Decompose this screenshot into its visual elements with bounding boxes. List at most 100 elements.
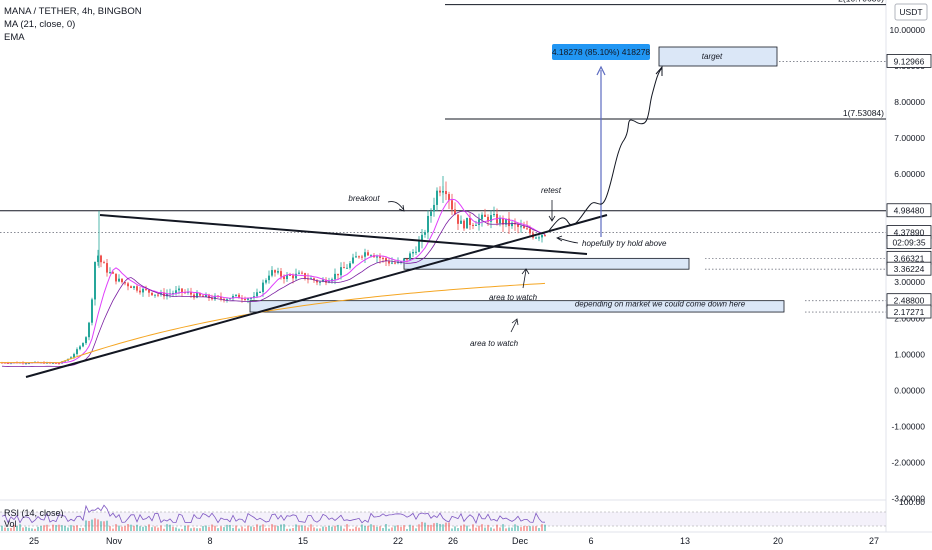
price-tag-label: 2.17271 — [894, 307, 925, 317]
volume-bar — [262, 524, 264, 531]
volume-bar — [208, 527, 210, 531]
volume-bar — [223, 527, 225, 531]
volume-bar — [169, 524, 171, 531]
candle-body — [97, 255, 99, 262]
candle-body — [58, 363, 60, 365]
candle-body — [445, 191, 447, 195]
volume-bar — [319, 528, 321, 531]
volume-bar — [52, 524, 54, 531]
fib-level-1-label: 1(7.53084) — [843, 108, 884, 118]
volume-bar — [481, 524, 483, 531]
volume-bar — [157, 527, 159, 531]
volume-bar — [73, 525, 75, 531]
ascending-trendline — [25, 214, 608, 378]
volume-bar — [478, 525, 480, 531]
candle-body — [124, 282, 126, 284]
volume-bar — [334, 525, 336, 531]
candle-body — [118, 278, 120, 282]
candle-body — [250, 298, 252, 300]
fib-level-2-label: 2(10.70639) — [838, 0, 884, 4]
volume-bar — [151, 527, 153, 531]
volume-bar — [199, 528, 201, 531]
candle-body — [376, 256, 378, 258]
ma-legend[interactable]: MA (21, close, 0) — [4, 19, 76, 30]
volume-bar — [412, 525, 414, 531]
ma-slow-line — [1, 210, 546, 367]
volume-bar — [214, 525, 216, 531]
volume-bar — [280, 524, 282, 531]
rsi-legend[interactable]: RSI (14, close) — [4, 508, 64, 518]
volume-bar — [490, 527, 492, 531]
candle-body — [298, 272, 300, 274]
volume-bar — [286, 528, 288, 531]
measure-label: 4.18278 (85.10%) 418278 — [552, 47, 651, 57]
volume-bar — [148, 524, 150, 531]
volume-bar — [19, 524, 21, 531]
volume-bar — [10, 528, 12, 531]
volume-bar — [532, 526, 534, 531]
volume-bar — [520, 527, 522, 531]
volume-bar — [7, 527, 9, 531]
volume-bar — [94, 518, 96, 531]
candle-body — [145, 288, 147, 290]
candle-body — [214, 295, 216, 300]
ema-legend[interactable]: EMA — [4, 32, 25, 43]
volume-bar — [469, 528, 471, 531]
time-tick-label: 26 — [448, 536, 458, 546]
volume-bar — [55, 525, 57, 531]
candle-body — [466, 217, 468, 229]
projected-path-arrowhead — [655, 65, 663, 76]
candle-body — [337, 273, 339, 276]
volume-bar — [268, 527, 270, 531]
vol-legend[interactable]: Vol — [4, 519, 17, 529]
candle-body — [283, 276, 285, 280]
volume-bar — [289, 528, 291, 531]
candle-body — [394, 262, 396, 264]
candle-body — [307, 278, 309, 280]
candle-body — [208, 294, 210, 299]
volume-bar — [271, 524, 273, 531]
price-tag-box — [886, 304, 932, 319]
ma-line — [1, 198, 546, 364]
volume-bar — [166, 524, 168, 531]
ema-line — [0, 282, 546, 364]
symbol-legend[interactable]: MANA / TETHER, 4h, BINGBON — [4, 6, 142, 17]
volume-bar — [115, 524, 117, 531]
candle-body — [352, 257, 354, 264]
volume-bar — [82, 527, 84, 531]
volume-bar — [304, 526, 306, 531]
price-tag-label: 3.36224 — [894, 264, 925, 274]
candle-body — [103, 262, 105, 264]
candle-body — [340, 267, 342, 276]
area-to-watch-box-lower — [249, 300, 785, 313]
time-tick-label: 6 — [588, 536, 593, 546]
volume-bar — [511, 527, 513, 531]
candle-body — [172, 293, 174, 295]
volume-bar — [298, 525, 300, 531]
price-tag-box — [886, 261, 932, 276]
volume-bar — [379, 526, 381, 531]
candle-body — [190, 291, 192, 295]
price-tag-box — [886, 203, 932, 218]
depending-text: depending on market we could come down h… — [575, 299, 746, 308]
volume-bar — [460, 525, 462, 531]
volume-bar — [118, 525, 120, 531]
candle-body — [280, 271, 282, 277]
volume-bar — [193, 527, 195, 531]
volume-bar — [352, 528, 354, 531]
volume-bar — [283, 524, 285, 531]
candle-body — [211, 298, 213, 300]
volume-bar — [310, 524, 312, 531]
volume-bar — [121, 526, 123, 531]
volume-bar — [244, 528, 246, 531]
volume-bar — [172, 526, 174, 531]
volume-bar — [79, 527, 81, 531]
candle-body — [187, 291, 189, 293]
price-tick-label: 1.00000 — [894, 349, 925, 359]
candle-body — [295, 273, 297, 279]
volume-bar — [463, 524, 465, 531]
target-box — [658, 46, 778, 67]
volume-bar — [496, 524, 498, 531]
candle-body — [259, 291, 261, 293]
